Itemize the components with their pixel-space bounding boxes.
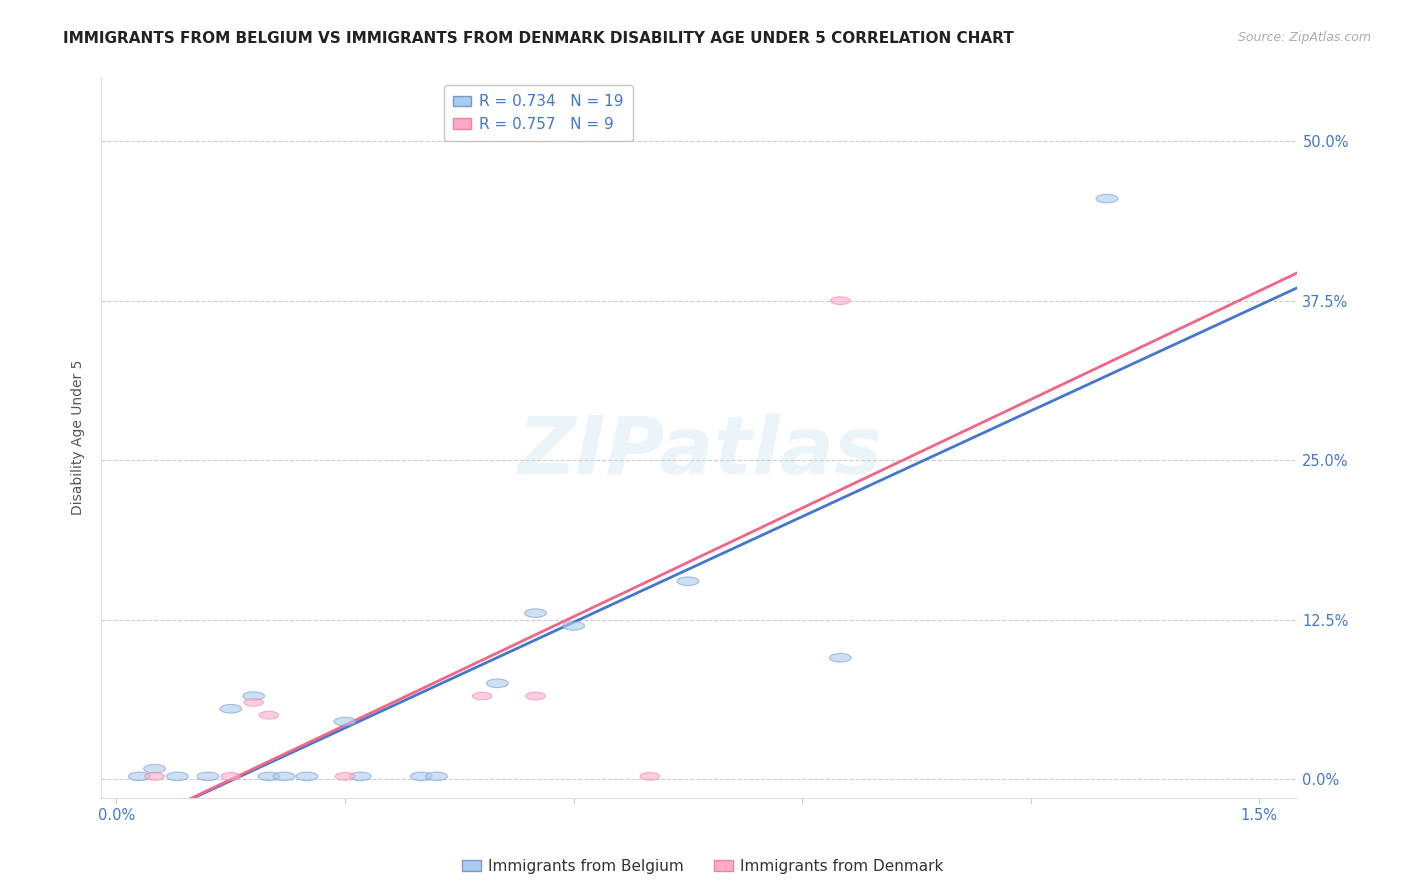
Ellipse shape (349, 772, 371, 780)
Ellipse shape (297, 772, 318, 780)
Ellipse shape (562, 622, 585, 630)
Ellipse shape (273, 772, 295, 780)
Ellipse shape (219, 705, 242, 713)
Ellipse shape (524, 609, 547, 617)
Ellipse shape (830, 654, 851, 662)
Legend: Immigrants from Belgium, Immigrants from Denmark: Immigrants from Belgium, Immigrants from… (456, 853, 950, 880)
Ellipse shape (335, 772, 354, 780)
Ellipse shape (128, 772, 150, 780)
Legend: R = 0.734   N = 19, R = 0.757   N = 9: R = 0.734 N = 19, R = 0.757 N = 9 (444, 85, 633, 141)
Ellipse shape (143, 764, 166, 773)
Ellipse shape (243, 698, 263, 706)
Ellipse shape (1097, 194, 1118, 202)
Ellipse shape (411, 772, 432, 780)
Text: ZIPatlas: ZIPatlas (517, 413, 882, 491)
Ellipse shape (831, 297, 851, 304)
Ellipse shape (259, 711, 278, 719)
Ellipse shape (221, 772, 240, 780)
Ellipse shape (335, 717, 356, 726)
Ellipse shape (486, 679, 509, 688)
Ellipse shape (472, 692, 492, 700)
Ellipse shape (678, 577, 699, 585)
Text: IMMIGRANTS FROM BELGIUM VS IMMIGRANTS FROM DENMARK DISABILITY AGE UNDER 5 CORREL: IMMIGRANTS FROM BELGIUM VS IMMIGRANTS FR… (63, 31, 1014, 46)
Ellipse shape (426, 772, 447, 780)
Ellipse shape (243, 691, 264, 700)
Ellipse shape (145, 772, 165, 780)
Ellipse shape (197, 772, 219, 780)
Ellipse shape (640, 772, 659, 780)
Y-axis label: Disability Age Under 5: Disability Age Under 5 (72, 360, 86, 516)
Ellipse shape (257, 772, 280, 780)
Text: Source: ZipAtlas.com: Source: ZipAtlas.com (1237, 31, 1371, 45)
Ellipse shape (526, 692, 546, 700)
Ellipse shape (166, 772, 188, 780)
